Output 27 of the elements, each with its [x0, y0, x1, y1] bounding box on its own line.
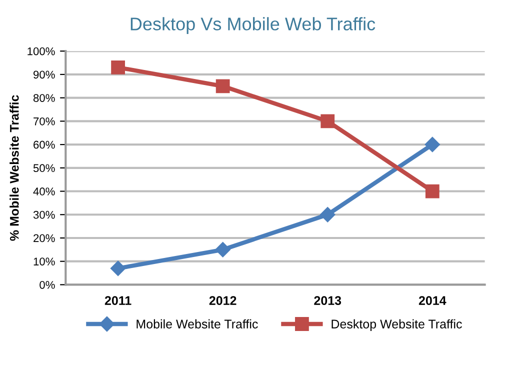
legend-label: Mobile Website Traffic — [136, 319, 258, 328]
x-tick-label: 2013 — [314, 296, 342, 306]
point — [216, 79, 230, 94]
point — [424, 136, 440, 152]
point — [215, 242, 230, 258]
y-tick-label: 80% — [33, 94, 55, 102]
x-tick-label: 2011 — [104, 296, 132, 305]
point — [320, 114, 335, 128]
y-tick-label: 60% — [34, 140, 55, 149]
y-tick-label: 40% — [33, 188, 55, 196]
y-tick-label: 30% — [33, 210, 55, 219]
y-tick-label: 70% — [34, 117, 55, 126]
y-tick-label: 0% — [40, 280, 55, 289]
y-tick-label: 20% — [34, 234, 55, 242]
x-tick-label: 2014 — [418, 296, 446, 305]
point — [110, 260, 126, 276]
y-axis-title: % Mobile Website Traffic — [10, 95, 19, 241]
point — [320, 207, 336, 222]
chart-title: Desktop Vs Mobile Web Traffic — [130, 17, 376, 34]
y-tick-label: 10% — [34, 258, 55, 266]
y-tick-label: 50% — [33, 164, 55, 172]
x-tick-label: 2012 — [209, 296, 236, 305]
point — [111, 60, 125, 74]
y-tick-label: 100% — [28, 47, 55, 56]
legend-label: Desktop Website Traffic — [332, 319, 462, 331]
point — [425, 184, 440, 198]
y-tick-label: 90% — [34, 70, 55, 79]
